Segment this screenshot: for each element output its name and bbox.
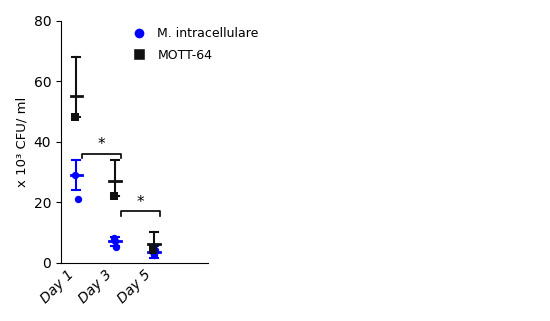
Point	[150, 252, 158, 257]
Legend: M. intracellulare, MOTT-64: M. intracellulare, MOTT-64	[121, 22, 264, 67]
Point	[111, 239, 119, 244]
Text: *: *	[98, 137, 106, 152]
Point	[151, 248, 160, 253]
Point	[148, 249, 157, 255]
Point	[112, 245, 121, 250]
Point	[109, 193, 118, 198]
Point	[71, 115, 80, 120]
Point	[71, 172, 80, 177]
Text: *: *	[136, 195, 144, 210]
Point	[109, 236, 118, 241]
Point	[148, 248, 157, 253]
Y-axis label: x 10³ CFU/ ml: x 10³ CFU/ ml	[15, 96, 28, 187]
Point	[73, 196, 82, 202]
